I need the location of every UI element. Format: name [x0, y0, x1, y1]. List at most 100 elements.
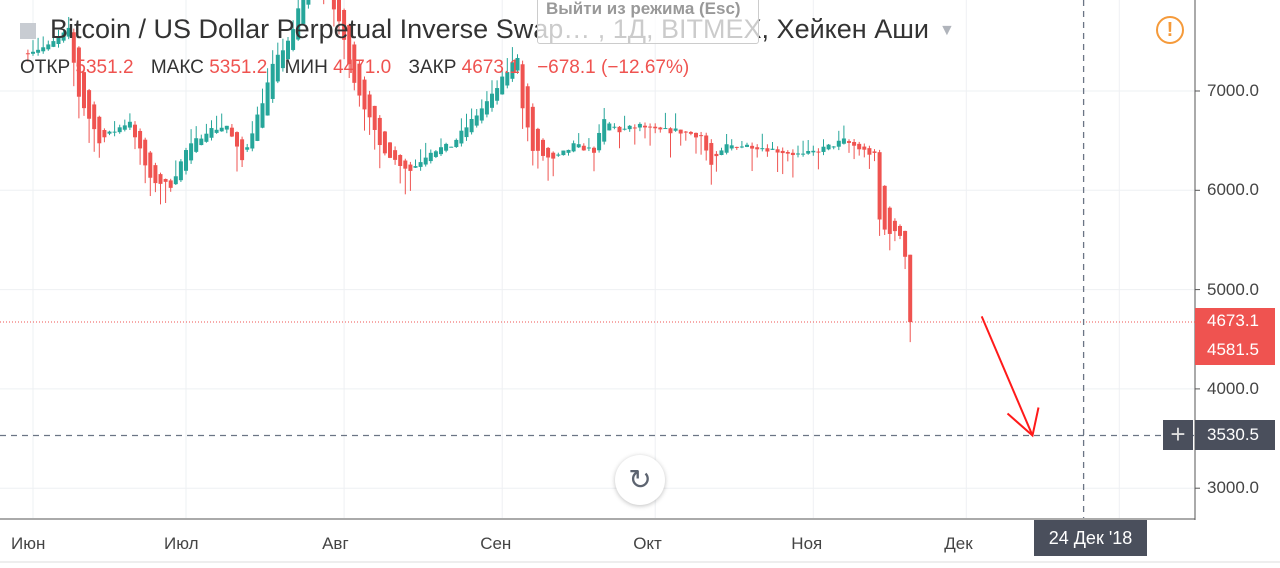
candle-body [500, 76, 505, 95]
candle-body [168, 180, 173, 188]
candle-body [495, 88, 500, 101]
crosshair-date-label: 24 Дек '18 [1034, 520, 1147, 556]
candle-body [474, 115, 479, 126]
high-value: 5351.2 [209, 57, 268, 78]
open-label: ОТКР [20, 57, 71, 78]
candle-body [117, 127, 122, 133]
candle-body [785, 151, 790, 154]
candle-body [388, 142, 392, 158]
change-value: −678.1 (−12.67%) [537, 57, 690, 78]
candle-body [898, 225, 902, 236]
candle-body [56, 37, 61, 44]
chevron-down-icon[interactable]: ▼ [938, 21, 955, 39]
candle-body [750, 145, 755, 149]
open-value: 5351.2 [75, 57, 134, 78]
candle-body [306, 0, 311, 5]
candle-body [418, 162, 423, 167]
candle-body [617, 126, 622, 133]
second-price-label: 4581.5 [1195, 334, 1275, 365]
x-tick-label: Окт [633, 534, 662, 553]
alert-circle-icon[interactable]: ! [1156, 16, 1184, 44]
candle-body [709, 143, 714, 165]
arrow-annotation [980, 315, 1034, 436]
candle-body [699, 135, 704, 137]
candle-body [229, 127, 234, 137]
candle-body [413, 166, 418, 168]
candle-body [71, 32, 76, 63]
candle-body [296, 8, 301, 40]
candle-body [398, 155, 403, 167]
candle-body [541, 139, 545, 156]
candle-body [235, 132, 239, 147]
candle-body [668, 128, 673, 134]
candle-body [658, 127, 663, 130]
candle-body [163, 178, 168, 182]
low-value: 4471.0 [333, 57, 392, 78]
candle-body [382, 131, 387, 154]
chart-title[interactable]: Bitcoin / US Dollar Perpetual Inverse Sw… [20, 14, 955, 45]
candle-body [51, 41, 56, 47]
candle-body [102, 130, 107, 138]
high-label: МАКС [150, 57, 204, 78]
replay-icon[interactable]: ↻ [615, 455, 665, 505]
candle-body [571, 143, 576, 152]
candle-body [801, 153, 806, 155]
candle-body [459, 130, 464, 144]
candle-body [36, 49, 41, 53]
candle-body [755, 147, 760, 150]
candle-body [515, 57, 520, 71]
candle-body [270, 63, 275, 99]
candle-body [643, 125, 647, 128]
candle-body [408, 164, 413, 171]
candle-body [734, 146, 739, 148]
y-tick-label: 6000.0 [1207, 180, 1259, 200]
candle-body [275, 54, 280, 82]
candle-body [352, 44, 357, 83]
candle-body [831, 146, 836, 148]
candle-body [428, 152, 433, 162]
last-price-label: 4673.1 [1195, 308, 1275, 334]
y-tick-label: 5000.0 [1207, 279, 1259, 299]
candle-body [204, 133, 209, 142]
candle-body [61, 32, 66, 41]
candle-body [694, 132, 698, 138]
candle-body [255, 114, 260, 141]
candle-body [122, 125, 127, 130]
candle-body [112, 131, 117, 133]
candle-body [607, 123, 612, 131]
candle-body [184, 150, 188, 171]
candle-body [566, 149, 571, 153]
candle-body [214, 129, 219, 133]
candle-body [107, 131, 112, 134]
candle-body [367, 94, 372, 118]
candle-body [729, 145, 734, 149]
candle-body [576, 144, 581, 148]
candle-body [393, 150, 398, 160]
candle-body [745, 144, 749, 147]
low-label: МИН [284, 57, 328, 78]
candle-body [811, 150, 816, 153]
x-tick-label: Ноя [791, 534, 823, 553]
candle-body [882, 185, 887, 230]
candle-body [490, 93, 494, 108]
x-tick-label: Сен [480, 534, 512, 553]
candle-body [464, 127, 469, 138]
candle-body [556, 154, 561, 156]
candle-body [612, 126, 617, 128]
candle-body [648, 126, 653, 128]
candle-body [525, 86, 530, 128]
candle-body [908, 254, 913, 323]
candle-body [479, 108, 484, 121]
candle-body [189, 143, 194, 161]
candle-body [301, 0, 306, 24]
candle-body [780, 150, 785, 154]
candle-body [337, 0, 341, 22]
plus-icon[interactable]: + [1163, 420, 1193, 450]
candle-body [133, 124, 137, 138]
candle-body [847, 141, 851, 143]
candle-body [520, 64, 525, 109]
candle-body [887, 207, 892, 234]
symbol-title: Bitcoin / US Dollar Perpetual Inverse Sw… [50, 14, 929, 44]
candle-body [199, 138, 204, 146]
candle-body [796, 153, 800, 155]
